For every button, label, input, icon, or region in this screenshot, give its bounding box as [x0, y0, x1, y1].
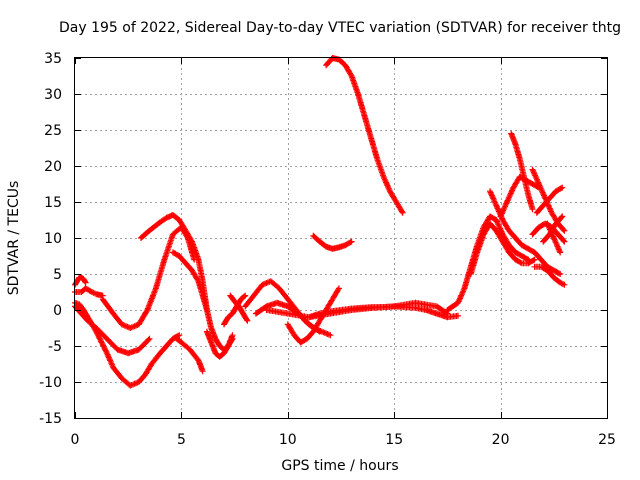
data-marks [263, 299, 451, 321]
y-axis-ticks: -15 -10 -5 0 5 10 15 20 25 30 35 [39, 51, 607, 427]
x-tick-label: 10 [279, 432, 297, 448]
plot-frame [74, 57, 608, 419]
y-tick-label: 10 [44, 231, 62, 247]
data-marks [72, 285, 106, 299]
series-arc-11 [227, 292, 251, 324]
series-arc-4 [172, 334, 206, 375]
series-arc-16 [263, 299, 451, 321]
series-arc-7 [138, 212, 210, 313]
x-axis-label: GPS time / hours [281, 458, 398, 474]
x-tick-label: 25 [598, 432, 616, 448]
data-marks [467, 220, 538, 277]
series-arc-6 [99, 224, 198, 331]
series-arc-20 [467, 220, 538, 277]
y-tick-label: 25 [44, 123, 62, 139]
series-arc-29 [531, 263, 568, 288]
data-marks [203, 328, 236, 360]
data-marks [529, 166, 568, 234]
series-arc-25 [533, 184, 566, 216]
series-arc-3 [72, 299, 183, 389]
data-points [72, 55, 568, 389]
x-tick-label: 5 [177, 432, 186, 448]
y-tick-label: 30 [44, 87, 62, 103]
data-marks [544, 220, 564, 256]
grid [75, 58, 607, 418]
chart-title: Day 195 of 2022, Sidereal Day-to-day VTE… [59, 20, 621, 36]
data-marks [310, 232, 355, 252]
series-arc-24 [529, 166, 568, 234]
y-axis-label: SDTVAR / TECUs [6, 181, 22, 296]
data-marks [533, 184, 566, 216]
series-arc-18 [323, 55, 406, 216]
y-tick-label: 35 [44, 51, 62, 67]
y-tick-label: 20 [44, 159, 62, 175]
data-marks [138, 212, 210, 313]
x-tick-label: 0 [71, 432, 80, 448]
y-tick-label: -15 [39, 411, 62, 427]
data-marks [172, 334, 206, 375]
y-tick-label: -10 [39, 375, 62, 391]
y-tick-label: 15 [44, 195, 62, 211]
data-marks [99, 224, 198, 331]
series-arc-5 [72, 285, 106, 299]
x-tick-label: 15 [385, 432, 403, 448]
data-marks [72, 299, 183, 389]
x-tick-label: 20 [492, 432, 510, 448]
series-arc-17 [310, 232, 355, 252]
data-marks [227, 292, 251, 324]
y-tick-label: 5 [53, 267, 62, 283]
series-arc-28 [544, 220, 564, 256]
series-arc-9 [203, 328, 236, 360]
series-arc-23 [508, 130, 536, 213]
data-marks [323, 55, 406, 216]
y-tick-label: 0 [53, 303, 62, 319]
x-axis-ticks: 0 5 10 15 20 25 [71, 58, 616, 448]
data-marks [531, 263, 568, 288]
y-tick-label: -5 [48, 339, 62, 355]
data-marks [508, 130, 536, 213]
